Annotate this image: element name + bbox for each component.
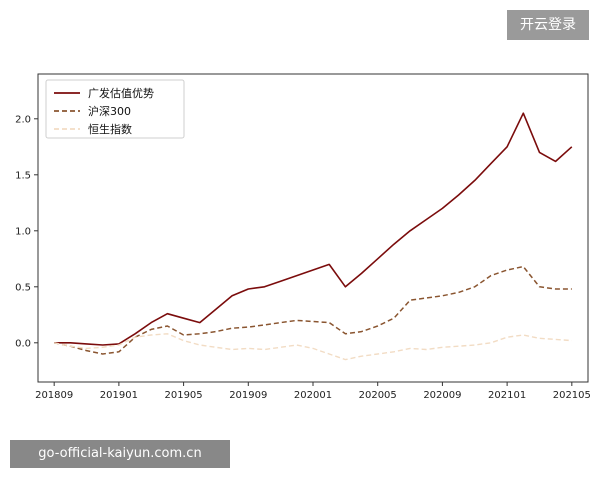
series-line-1 <box>54 112 573 346</box>
watermark-label: go-official-kaiyun.com.cn <box>10 440 230 468</box>
x-tick-label: 201909 <box>229 390 267 401</box>
legend-label-1: 广发估值优势 <box>88 86 154 100</box>
series-line-3 <box>54 333 572 361</box>
y-tick-label: 2.0 <box>15 114 31 125</box>
legend-label-3: 恒生指数 <box>88 122 132 136</box>
y-tick-label: 1.0 <box>15 226 31 237</box>
x-tick-label: 201905 <box>164 390 202 401</box>
x-tick-label: 202005 <box>359 390 397 401</box>
legend-box <box>45 79 185 139</box>
y-tick-label: 0.5 <box>15 282 31 293</box>
line-chart: 0.0 0.5 1.0 1.5 2.0 201809 201901 201905 201909 2… <box>15 73 591 401</box>
y-tick-label: 1.5 <box>15 170 31 181</box>
legend-label-2: 沪深300 <box>88 104 131 118</box>
chart-container: 0.0 0.5 1.0 1.5 2.0 201809 201901 201905 201909 2… <box>0 64 599 412</box>
login-button[interactable]: 开云登录 <box>507 10 589 40</box>
x-tick-label: 201809 <box>35 390 73 401</box>
x-tick-label: 202009 <box>423 390 461 401</box>
y-tick-label: 0.0 <box>15 338 31 349</box>
series-line-2 <box>54 265 572 355</box>
x-tick-label: 202101 <box>488 390 526 401</box>
x-tick-label: 201901 <box>100 390 138 401</box>
x-tick-label: 202105 <box>553 390 591 401</box>
x-tick-label: 202001 <box>294 390 332 401</box>
